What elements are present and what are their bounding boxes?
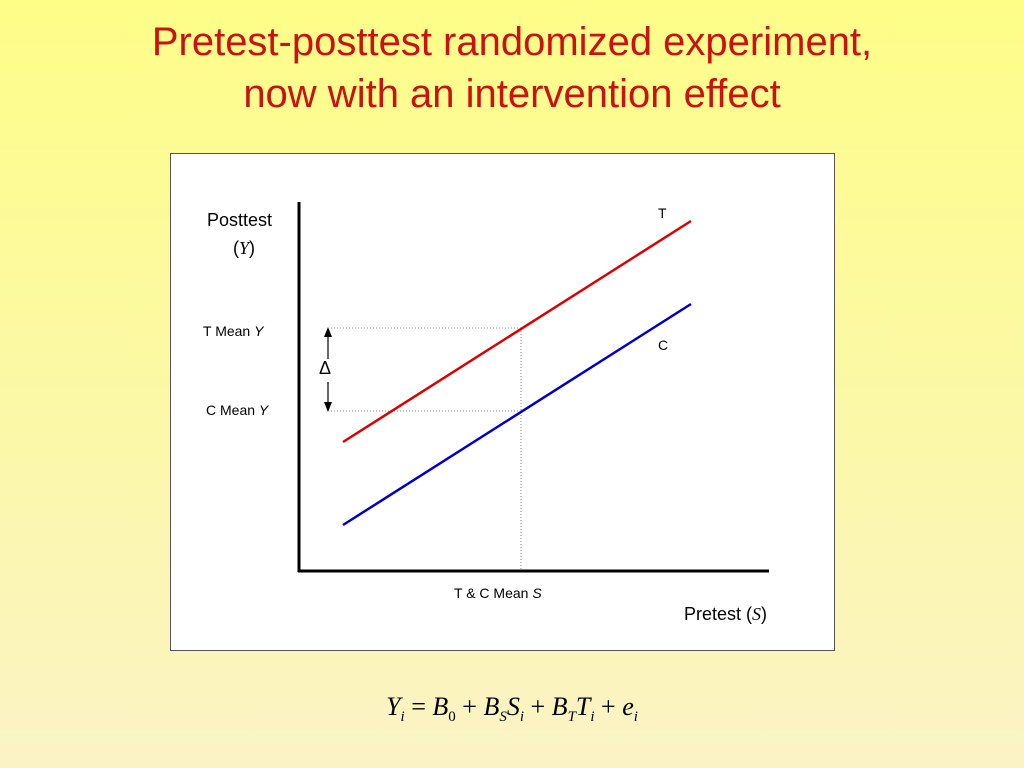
regression-equation: Yi = B0 + BSSi + BTTi + ei [0, 692, 1024, 726]
eq-BT: B [551, 692, 568, 721]
x-axis-label: Pretest (S) [684, 604, 768, 624]
diagram-svg [297, 202, 769, 573]
y-axis-symbol-text: Y [239, 238, 250, 258]
control-line-label: C [658, 337, 669, 353]
c-mean-symbol: Y [258, 402, 269, 418]
eq-plus: + [601, 692, 616, 721]
treatment-line-label: T [658, 205, 667, 221]
eq-sub-i: i [519, 709, 524, 726]
eq-S: S [506, 692, 520, 721]
eq-T: T [575, 692, 591, 721]
eq-sub-i: i [633, 709, 638, 726]
c-mean-y-label: C Mean Y [206, 402, 268, 418]
treatment-line [342, 219, 692, 444]
eq-e: e [622, 692, 634, 721]
t-mean-y-label: T Mean Y [203, 323, 263, 339]
control-line [342, 302, 692, 527]
eq-equals: = [411, 692, 426, 721]
t-mean-text: T Mean [203, 323, 251, 339]
eq-sub-0: 0 [448, 709, 456, 726]
eq-sub-T: T [567, 709, 576, 726]
x-axis-symbol-text: S [752, 604, 762, 624]
eq-sub-i: i [400, 709, 405, 726]
tc-mean-text: T & C Mean [454, 585, 529, 601]
tc-mean-s-label: T & C Mean S [454, 585, 542, 601]
delta-symbol: Δ [319, 358, 332, 378]
eq-Y: Y [386, 692, 401, 721]
slide-title: Pretest-posttest randomized experiment, … [0, 16, 1024, 120]
c-mean-text: C Mean [206, 402, 256, 418]
tc-mean-symbol: S [532, 585, 542, 601]
eq-plus: + [530, 692, 546, 721]
eq-plus: + [462, 692, 477, 721]
y-axis-label-text: Posttest [207, 210, 273, 230]
eq-sub-i: i [590, 709, 595, 726]
eq-B0: B [432, 692, 449, 721]
title-line-1: Pretest-posttest randomized experiment, [151, 20, 873, 64]
delta-arrowhead-up [324, 327, 332, 337]
y-axis-symbol: (Y) [233, 238, 256, 258]
delta-arrowhead-down [324, 402, 332, 412]
eq-sub-S: S [499, 709, 507, 726]
t-mean-symbol: Y [254, 323, 264, 339]
eq-BS: B [483, 692, 500, 721]
title-line-2: now with an intervention effect [243, 72, 781, 116]
diagram-panel: Posttest (Y) T Mean Y C Mean Y Δ T C T &… [170, 153, 835, 651]
x-axis-label-text: Pretest [684, 604, 742, 624]
y-axis-label: Posttest [207, 210, 272, 231]
